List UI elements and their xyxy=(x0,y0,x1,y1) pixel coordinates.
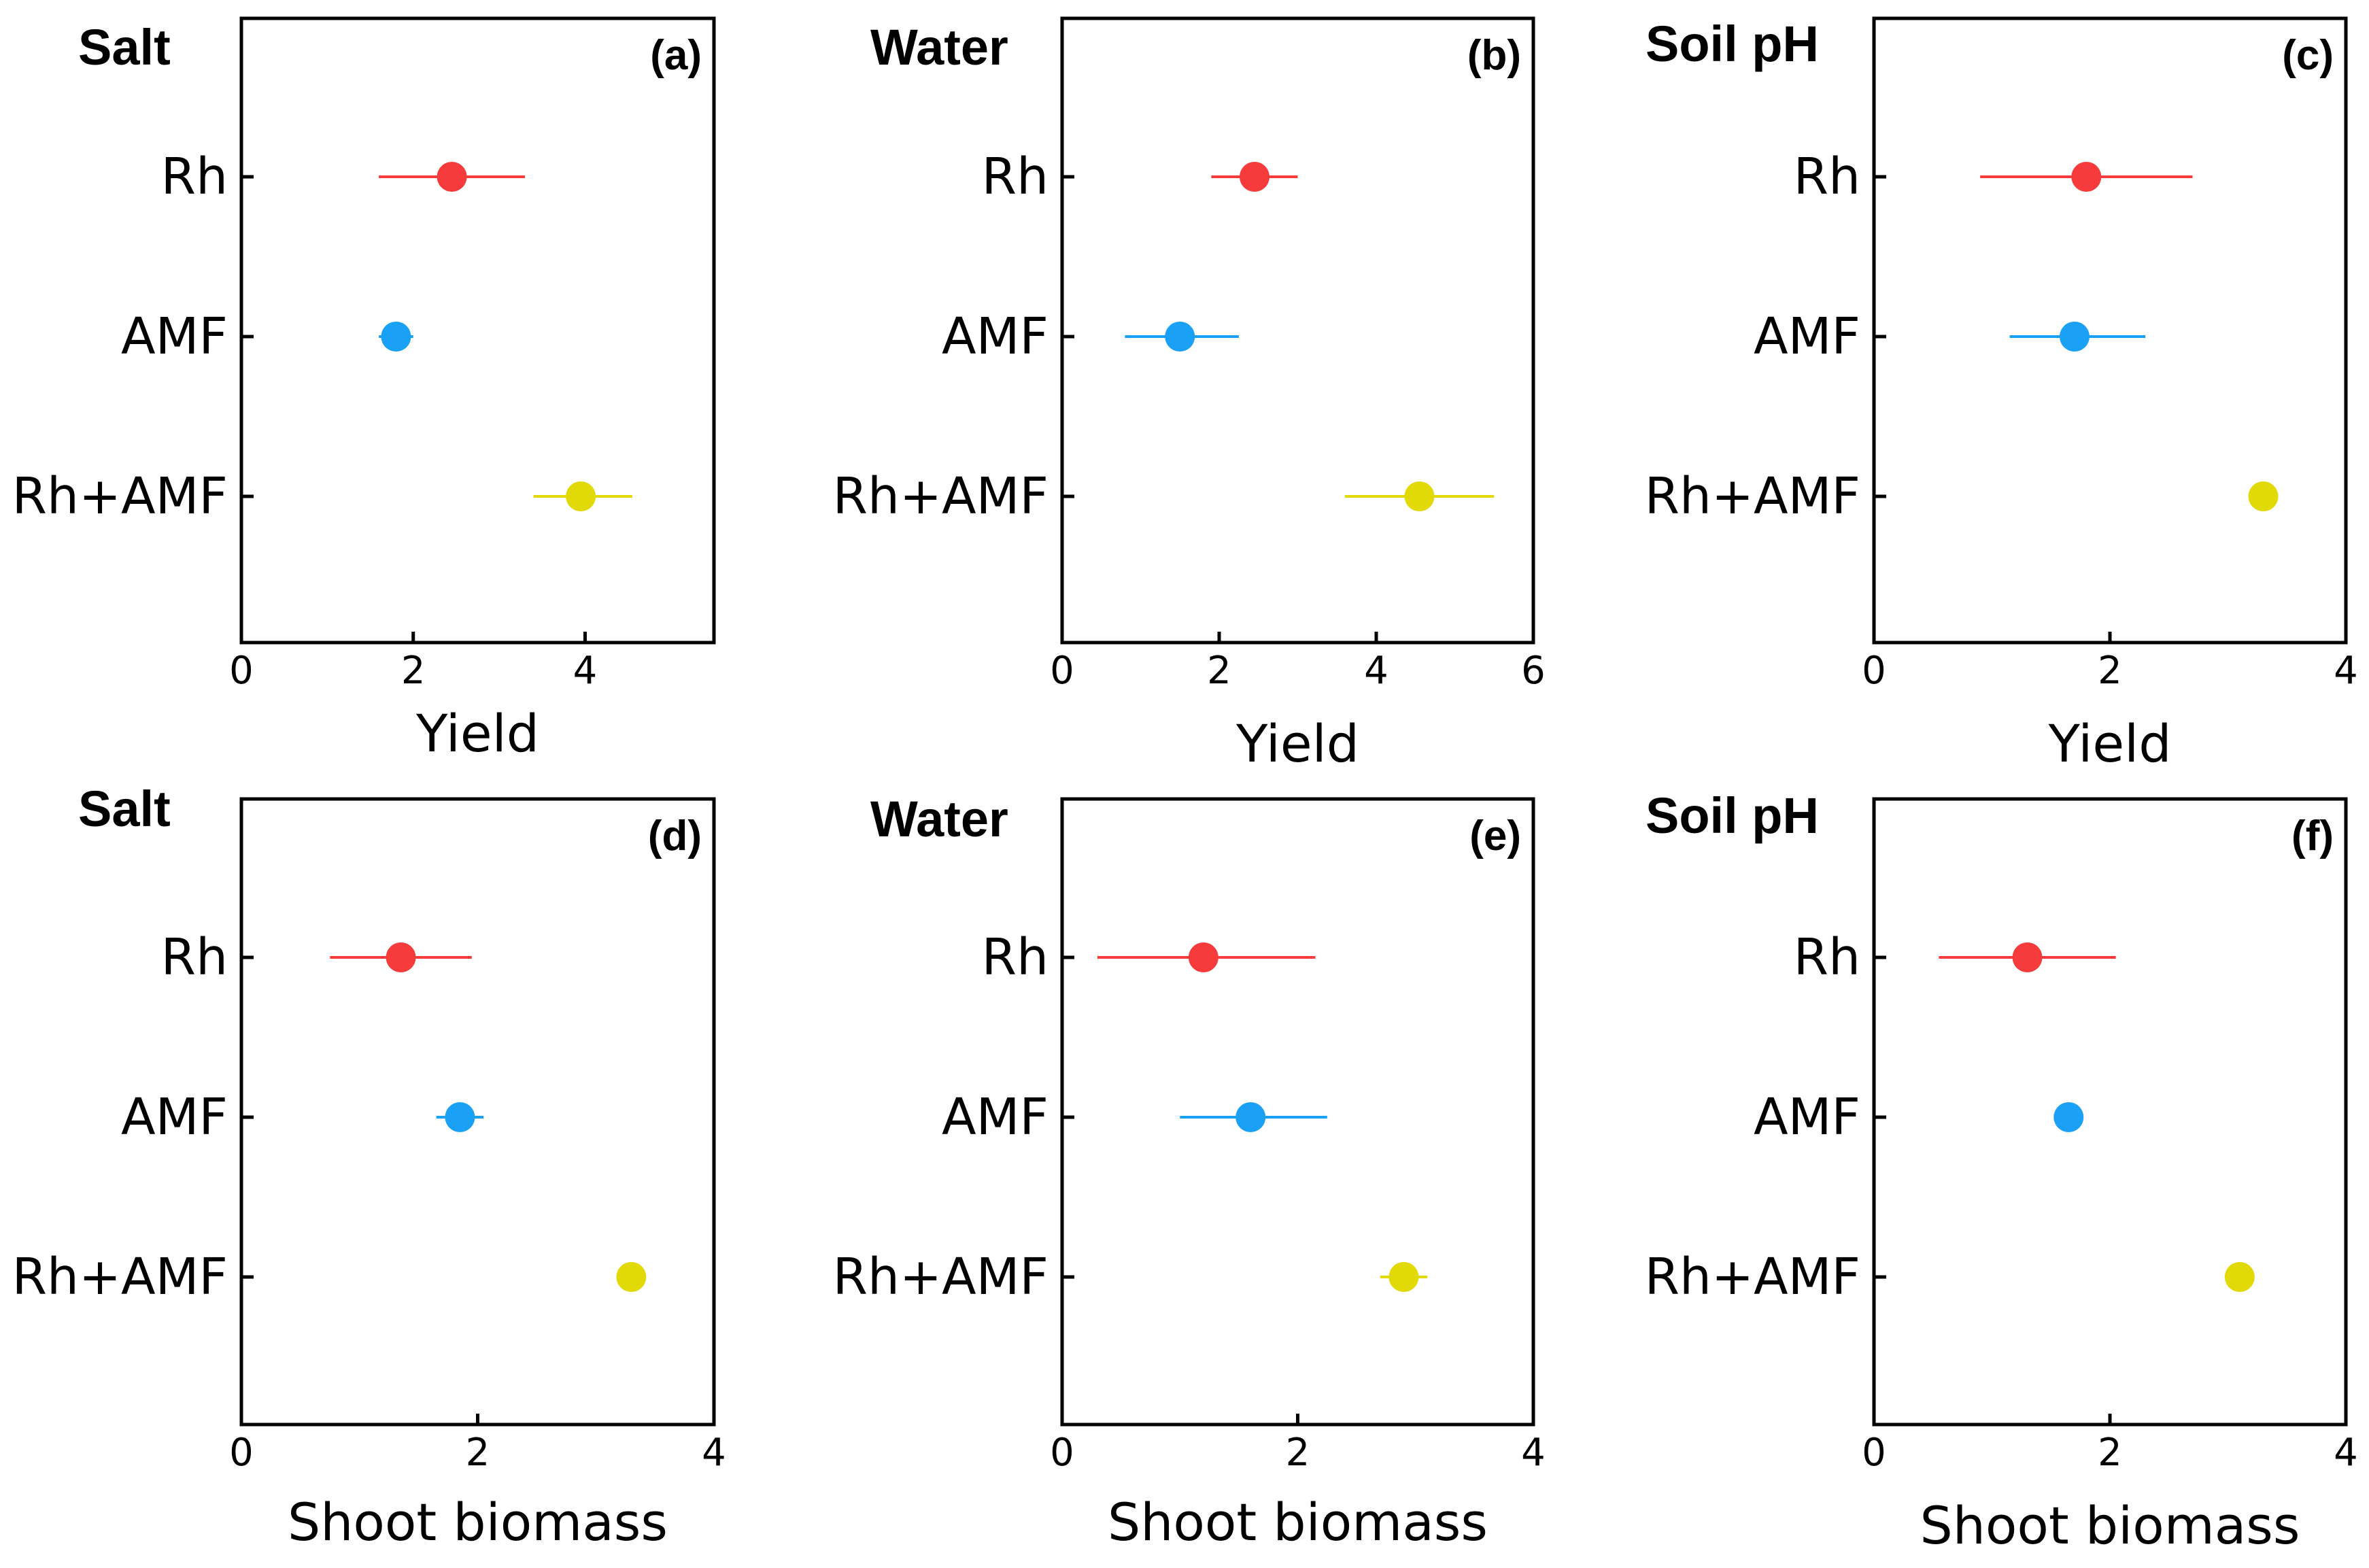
panel-c: Soil pH (c) 0 2 4 Yield Rh AMF Rh+AMF xyxy=(1645,16,2358,774)
data-point xyxy=(616,1262,647,1292)
x-tick-label: 2 xyxy=(2098,649,2122,693)
plot-frame xyxy=(1060,797,1535,1427)
x-tick-label: 0 xyxy=(1050,1431,1074,1475)
data-point xyxy=(2059,322,2090,352)
data-point xyxy=(2012,942,2043,972)
panel-title: Soil pH xyxy=(1646,16,1819,72)
data-point xyxy=(2248,481,2279,511)
y-tick-label: Rh+AMF xyxy=(12,467,228,526)
data-point xyxy=(2071,162,2102,192)
x-tick-label: 2 xyxy=(1207,649,1231,693)
y-tick-label: Rh xyxy=(161,928,228,987)
panel-tag: (c) xyxy=(2282,32,2334,79)
x-tick-label: 4 xyxy=(1521,1431,1546,1475)
data-point xyxy=(1165,322,1195,352)
y-tick-label: AMF xyxy=(1754,307,1860,366)
y-tick-label: AMF xyxy=(1754,1088,1860,1146)
data-point xyxy=(1404,481,1435,511)
x-axis-label: Shoot biomass xyxy=(1108,1492,1488,1552)
x-axis-label: Yield xyxy=(415,703,539,764)
y-tick-label: AMF xyxy=(942,307,1049,366)
plot-frame xyxy=(1060,16,1535,645)
panel-title: Salt xyxy=(78,19,171,75)
panel-e: Water (e) 0 2 4 Shoot biomass Rh AMF Rh+AMF xyxy=(833,791,1546,1552)
y-tick-label: Rh xyxy=(982,928,1049,987)
data-point xyxy=(1235,1102,1266,1132)
x-tick-label: 2 xyxy=(1286,1431,1310,1475)
panel-b: Water (b) 0 2 4 6 Yield Rh AMF Rh+AMF xyxy=(833,16,1546,774)
panel-f: Soil pH (f) 0 2 4 Shoot biomass Rh AMF Rh+AMF xyxy=(1645,787,2358,1556)
plot-frame xyxy=(1872,16,2348,645)
data-point xyxy=(2224,1262,2255,1292)
x-axis-label: Shoot biomass xyxy=(1920,1495,2300,1556)
data-point xyxy=(1188,942,1218,972)
panel-title: Soil pH xyxy=(1646,787,1819,844)
x-tick-label: 4 xyxy=(1364,649,1388,693)
x-tick-label: 4 xyxy=(573,649,598,693)
y-tick-label: Rh xyxy=(161,148,228,206)
data-point xyxy=(437,162,467,192)
x-axis-label: Yield xyxy=(1235,713,1359,774)
data-point xyxy=(1388,1262,1419,1292)
y-tick-label: Rh+AMF xyxy=(833,467,1049,526)
panel-tag: (f) xyxy=(2291,813,2334,859)
data-point xyxy=(386,942,416,972)
x-tick-label: 2 xyxy=(2098,1431,2122,1475)
data-point xyxy=(445,1102,475,1132)
x-tick-label: 0 xyxy=(1050,649,1074,693)
x-tick-label: 2 xyxy=(401,649,426,693)
x-tick-label: 4 xyxy=(702,1431,726,1475)
x-tick-label: 0 xyxy=(1862,649,1886,693)
y-tick-label: AMF xyxy=(121,307,228,366)
panel-tag: (b) xyxy=(1467,32,1521,79)
x-tick-label: 0 xyxy=(229,1431,254,1475)
plot-frame xyxy=(1872,797,2348,1427)
y-tick-label: AMF xyxy=(121,1088,228,1146)
x-tick-label: 0 xyxy=(1862,1431,1886,1475)
data-point xyxy=(566,481,596,511)
data-point xyxy=(2053,1102,2084,1132)
panel-title: Water xyxy=(870,19,1008,75)
data-point xyxy=(1239,162,1269,192)
panel-a: Salt (a) 0 2 4 Yield Rh AMF Rh+AMF xyxy=(12,16,716,764)
data-point xyxy=(381,322,411,352)
panel-tag: (d) xyxy=(648,813,702,859)
y-tick-label: Rh xyxy=(1794,148,1860,206)
y-tick-label: Rh+AMF xyxy=(1645,467,1860,526)
y-tick-label: AMF xyxy=(942,1088,1049,1146)
x-axis-label: Shoot biomass xyxy=(288,1492,668,1552)
panel-d: Salt (d) 0 2 4 Shoot biomass Rh AMF Rh+AMF xyxy=(12,781,726,1552)
x-tick-label: 2 xyxy=(466,1431,490,1475)
y-tick-label: Rh+AMF xyxy=(1645,1248,1860,1306)
y-tick-label: Rh xyxy=(1794,928,1860,987)
x-tick-label: 4 xyxy=(2334,649,2358,693)
x-tick-label: 4 xyxy=(2334,1431,2358,1475)
panel-title: Water xyxy=(870,791,1008,847)
y-tick-label: Rh xyxy=(982,148,1049,206)
panel-title: Salt xyxy=(78,781,171,837)
x-tick-label: 0 xyxy=(229,649,254,693)
plot-frame xyxy=(239,16,716,645)
y-tick-label: Rh+AMF xyxy=(12,1248,228,1306)
x-tick-label: 6 xyxy=(1521,649,1546,693)
panel-tag: (e) xyxy=(1469,813,1521,859)
y-tick-label: Rh+AMF xyxy=(833,1248,1049,1306)
panel-tag: (a) xyxy=(650,32,702,79)
plot-frame xyxy=(239,797,716,1427)
x-axis-label: Yield xyxy=(2048,713,2172,774)
